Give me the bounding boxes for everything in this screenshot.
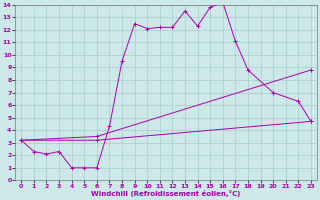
X-axis label: Windchill (Refroidissement éolien,°C): Windchill (Refroidissement éolien,°C) [92,190,241,197]
